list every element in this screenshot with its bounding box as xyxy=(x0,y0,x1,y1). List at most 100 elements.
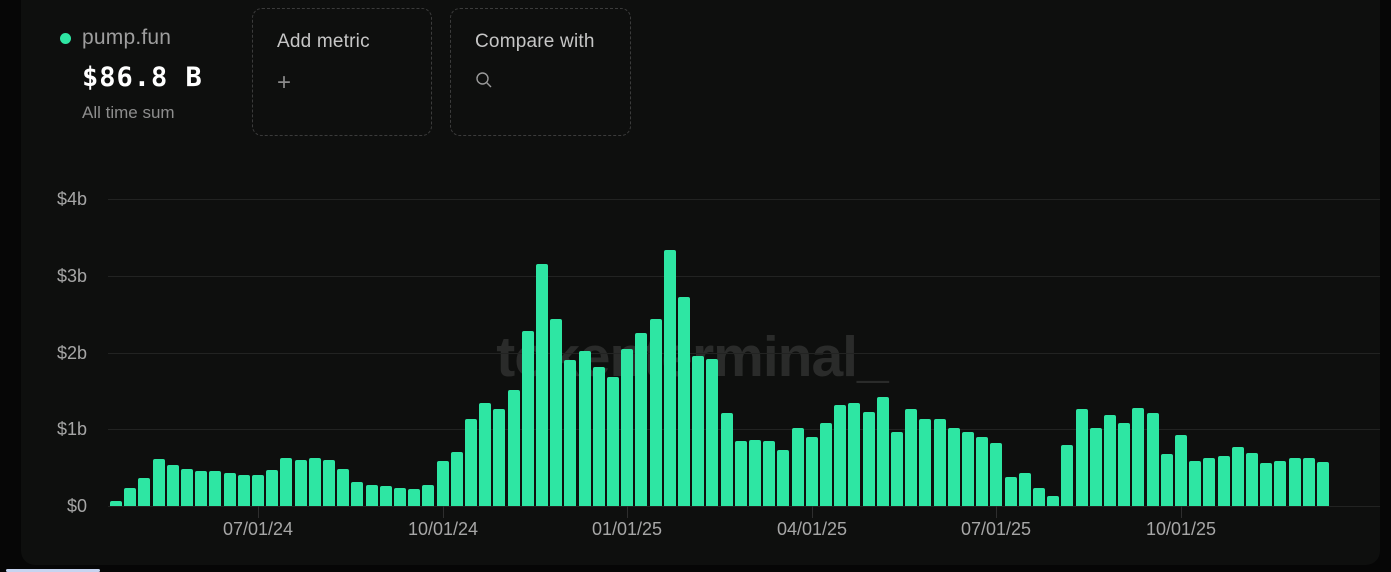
bar[interactable] xyxy=(834,405,846,506)
bar[interactable] xyxy=(891,432,903,506)
bar[interactable] xyxy=(1061,445,1073,506)
bar[interactable] xyxy=(238,475,250,506)
bar[interactable] xyxy=(394,488,406,506)
horizontal-scrollbar-fragment[interactable] xyxy=(6,569,100,572)
bar[interactable] xyxy=(1317,462,1329,506)
bar[interactable] xyxy=(621,349,633,506)
bar[interactable] xyxy=(337,469,349,506)
bar[interactable] xyxy=(664,250,676,506)
bar[interactable] xyxy=(1104,415,1116,506)
x-axis-label: 07/01/24 xyxy=(222,519,294,539)
bar[interactable] xyxy=(1274,461,1286,506)
bar[interactable] xyxy=(735,441,747,506)
bar[interactable] xyxy=(309,458,321,506)
y-axis-label: $3b xyxy=(56,265,87,286)
bar[interactable] xyxy=(877,397,889,506)
bar[interactable] xyxy=(536,264,548,506)
gridline xyxy=(108,352,1380,354)
bar[interactable] xyxy=(465,419,477,506)
bar[interactable] xyxy=(593,367,605,506)
y-axis-label: $2b xyxy=(56,342,87,363)
bar[interactable] xyxy=(692,356,704,506)
bar[interactable] xyxy=(678,297,690,506)
bar[interactable] xyxy=(564,360,576,506)
bar[interactable] xyxy=(806,437,818,506)
bar[interactable] xyxy=(1232,447,1244,506)
bar[interactable] xyxy=(1076,409,1088,506)
bar[interactable] xyxy=(522,331,534,506)
bar[interactable] xyxy=(1019,473,1031,506)
bar[interactable] xyxy=(1161,454,1173,506)
bar[interactable] xyxy=(209,471,221,506)
compare-with-button[interactable]: Compare with xyxy=(450,8,631,136)
bar[interactable] xyxy=(167,465,179,506)
x-axis-label: 04/01/25 xyxy=(776,519,848,539)
bar[interactable] xyxy=(1218,456,1230,506)
bar[interactable] xyxy=(607,377,619,506)
bar[interactable] xyxy=(650,319,662,506)
bar[interactable] xyxy=(1090,428,1102,506)
bar[interactable] xyxy=(948,428,960,506)
bar[interactable] xyxy=(721,413,733,506)
bar[interactable] xyxy=(451,452,463,506)
bar[interactable] xyxy=(138,478,150,506)
series-legend[interactable]: pump.fun $86.8 B All time sum xyxy=(60,26,203,123)
bar[interactable] xyxy=(252,475,264,506)
bar[interactable] xyxy=(351,482,363,506)
bar[interactable] xyxy=(153,459,165,506)
bar[interactable] xyxy=(919,419,931,506)
bar[interactable] xyxy=(1203,458,1215,506)
bar[interactable] xyxy=(437,461,449,506)
series-value-caption: All time sum xyxy=(82,103,175,122)
bar[interactable] xyxy=(1132,408,1144,506)
bar[interactable] xyxy=(1260,463,1272,506)
bar[interactable] xyxy=(323,460,335,506)
x-axis-tick xyxy=(812,506,813,518)
bar[interactable] xyxy=(1047,496,1059,506)
bar[interactable] xyxy=(1289,458,1301,506)
bar[interactable] xyxy=(579,351,591,506)
bar[interactable] xyxy=(635,333,647,506)
bar[interactable] xyxy=(962,432,974,506)
bar[interactable] xyxy=(266,470,278,506)
bar[interactable] xyxy=(976,437,988,506)
add-metric-button[interactable]: Add metric + xyxy=(252,8,432,136)
bar[interactable] xyxy=(181,469,193,506)
bar[interactable] xyxy=(777,450,789,506)
bar[interactable] xyxy=(1005,477,1017,506)
bar[interactable] xyxy=(110,501,122,506)
bar[interactable] xyxy=(706,359,718,506)
bar[interactable] xyxy=(863,412,875,506)
bar[interactable] xyxy=(1246,453,1258,506)
bar[interactable] xyxy=(1118,423,1130,506)
bar[interactable] xyxy=(195,471,207,506)
y-axis-label: $4b xyxy=(56,189,87,209)
bar[interactable] xyxy=(380,486,392,506)
bar[interactable] xyxy=(366,485,378,506)
bar[interactable] xyxy=(1033,488,1045,506)
bar[interactable] xyxy=(124,488,136,506)
bar[interactable] xyxy=(479,403,491,506)
bar[interactable] xyxy=(1189,461,1201,506)
bar[interactable] xyxy=(848,403,860,506)
bar[interactable] xyxy=(820,423,832,506)
bar[interactable] xyxy=(550,319,562,506)
bar[interactable] xyxy=(408,489,420,506)
bar[interactable] xyxy=(990,443,1002,506)
bar[interactable] xyxy=(1175,435,1187,506)
bar[interactable] xyxy=(934,419,946,506)
bar[interactable] xyxy=(224,473,236,506)
bar[interactable] xyxy=(280,458,292,506)
bar[interactable] xyxy=(422,485,434,506)
bar[interactable] xyxy=(1147,413,1159,506)
bar[interactable] xyxy=(792,428,804,506)
bar[interactable] xyxy=(905,409,917,506)
x-axis-label: 01/01/25 xyxy=(591,519,663,539)
bar[interactable] xyxy=(749,440,761,506)
bar[interactable] xyxy=(508,390,520,506)
bar[interactable] xyxy=(295,460,307,506)
bar[interactable] xyxy=(493,409,505,506)
bar[interactable] xyxy=(1303,458,1315,506)
bar[interactable] xyxy=(763,441,775,506)
